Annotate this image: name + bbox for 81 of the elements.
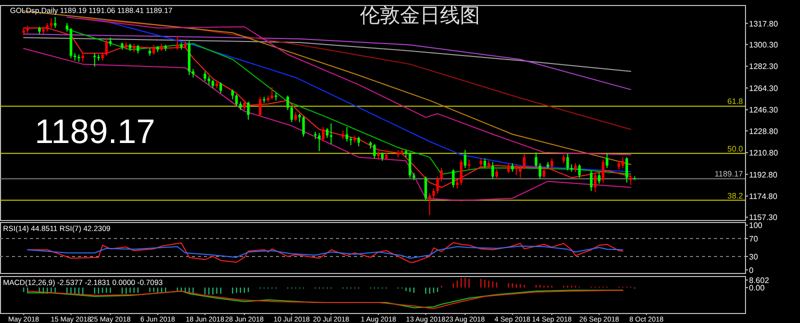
candlestick — [231, 89, 234, 100]
line-series — [23, 48, 632, 202]
line-series — [27, 242, 624, 263]
candlestick — [243, 100, 246, 111]
candlestick — [495, 168, 498, 180]
candlestick — [235, 94, 238, 107]
candlestick — [606, 153, 608, 169]
candlestick — [625, 156, 628, 184]
y-tick-label: 8.602 — [749, 276, 770, 286]
candlestick — [93, 52, 96, 68]
y-tick-label: 1192.80 — [749, 170, 778, 180]
candlestick — [622, 156, 624, 169]
y-tick-label: 0 — [749, 266, 754, 275]
y-tick-label: 30 — [749, 252, 758, 262]
candlestick — [176, 36, 179, 50]
candlestick — [219, 82, 222, 94]
candlestick — [357, 136, 360, 147]
candlestick — [326, 128, 328, 138]
candlestick — [286, 95, 290, 111]
candlestick — [302, 116, 305, 138]
candlestick — [373, 143, 376, 159]
candlestick — [247, 101, 250, 120]
candlestick — [598, 172, 600, 184]
line-series — [27, 246, 624, 259]
candlestick — [507, 162, 510, 174]
candlestick — [54, 16, 56, 28]
candlestick — [519, 165, 522, 178]
y-tick-label: 1246.30 — [749, 106, 778, 115]
candlestick — [491, 162, 494, 180]
candlestick — [534, 152, 538, 168]
line-series — [23, 27, 632, 188]
candlestick — [152, 44, 156, 56]
candlestick — [428, 192, 431, 216]
candlestick — [81, 52, 84, 62]
candlestick — [204, 70, 206, 82]
y-tick-label: 1157.30 — [749, 213, 778, 222]
y-tick-label: 1210.80 — [749, 148, 778, 158]
candlestick — [452, 168, 455, 188]
candlestick — [424, 176, 428, 202]
candlestick — [50, 18, 53, 28]
candlestick — [440, 168, 443, 182]
candlestick — [550, 158, 554, 170]
candlestick — [105, 38, 108, 56]
candlestick — [270, 86, 274, 100]
candlestick — [522, 153, 526, 170]
candlestick — [542, 168, 546, 178]
line-series — [23, 37, 632, 72]
y-tick-label: 1264.30 — [749, 84, 778, 93]
candlestick — [629, 174, 632, 186]
candlestick — [538, 162, 542, 180]
candlestick — [602, 159, 604, 184]
annotation: 38.2 — [727, 191, 744, 200]
y-tick-label: 1300.30 — [749, 40, 778, 50]
y-tick-label: 1282.30 — [749, 62, 778, 72]
y-tick-label: 0.00 — [749, 284, 766, 293]
candlestick — [290, 106, 293, 123]
chart-title: 伦敦金日线图 — [360, 5, 480, 27]
candlestick — [346, 126, 348, 142]
candlestick — [464, 149, 466, 169]
annotation: 50.0 — [727, 144, 744, 154]
candlestick — [515, 164, 518, 176]
candlestick — [484, 158, 486, 169]
candlestick — [460, 159, 462, 186]
candlestick — [590, 170, 593, 192]
candlestick — [578, 164, 581, 178]
y-tick-label: 1174.80 — [749, 192, 778, 202]
candlestick — [258, 96, 262, 117]
candlestick — [318, 132, 321, 152]
y-tick-label: 1317.80 — [749, 19, 778, 28]
annotation: 61.8 — [727, 97, 744, 106]
candlestick — [436, 176, 439, 194]
candlestick — [432, 188, 435, 199]
candlestick — [322, 126, 325, 142]
candlestick — [408, 152, 412, 178]
candlestick — [566, 153, 569, 171]
y-tick-label: 1228.80 — [749, 126, 778, 136]
annotation: 1189.17 — [34, 113, 156, 151]
y-tick-label: 70 — [749, 234, 758, 244]
candlestick — [594, 172, 597, 193]
y-tick-label: 100 — [749, 221, 763, 230]
ref-line-label: 1189.17 — [714, 170, 744, 179]
